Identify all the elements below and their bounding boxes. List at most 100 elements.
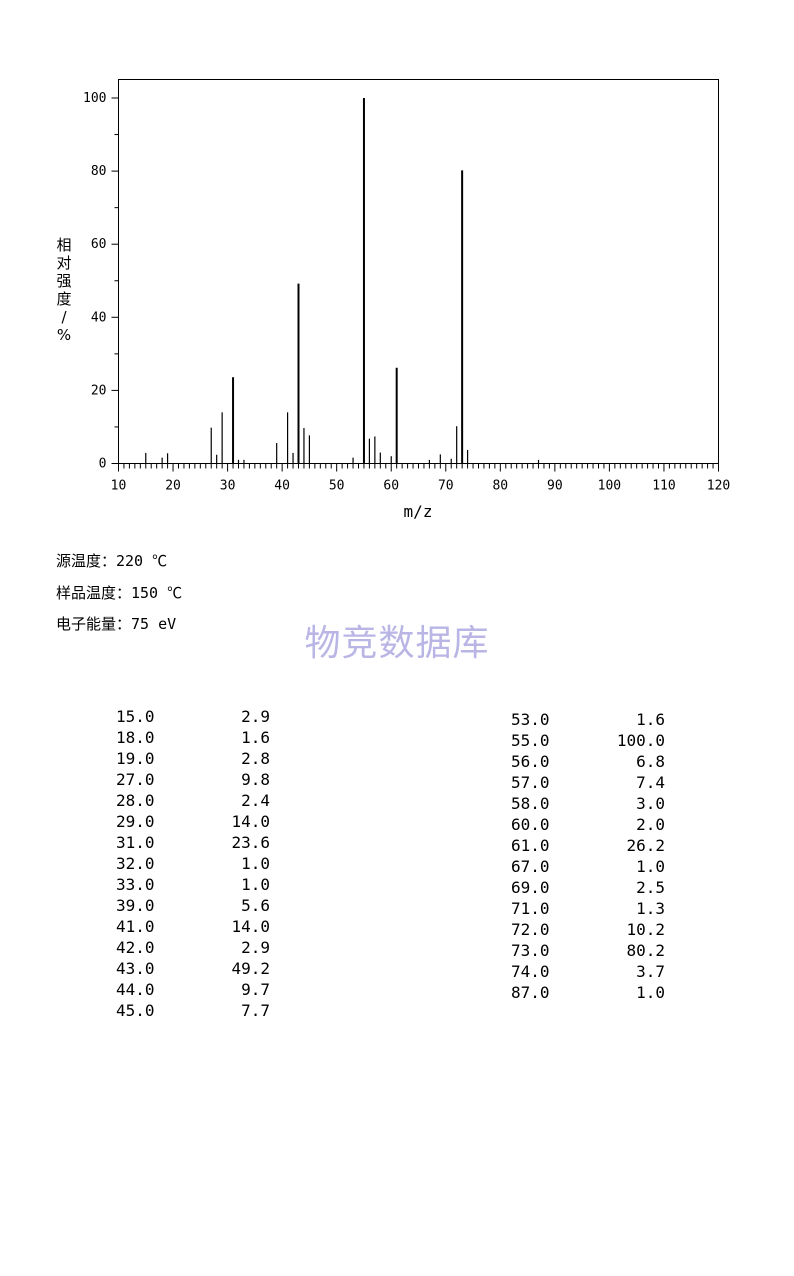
intensity-value: 1.3: [636, 899, 665, 918]
y-label-char: 度: [56, 290, 71, 308]
mz-value: 87.0: [511, 983, 550, 1002]
peak-table-row: 57.0 7.4: [511, 772, 665, 793]
x-tick-label: 30: [220, 479, 236, 494]
y-label-char: /: [61, 308, 67, 326]
mz-value: 32.0: [116, 854, 155, 873]
mz-value: 42.0: [116, 938, 155, 957]
peak-table-row: 31.0 23.6: [116, 832, 270, 853]
mz-value: 74.0: [511, 962, 550, 981]
intensity-value: 1.6: [241, 728, 270, 747]
peak-table-right: 53.0 1.6 55.0 100.0 56.0 6.8 57.0 7.4 58.0 3.0 60.…: [511, 709, 665, 1003]
x-tick-label: 100: [598, 479, 621, 494]
sample-temperature: 样品温度：150 ℃: [56, 584, 183, 602]
peak-table-row: 18.0 1.6: [116, 727, 270, 748]
peak-table-row: 72.0 10.2: [511, 919, 665, 940]
y-label-char: %: [57, 326, 71, 344]
x-tick-label: 60: [383, 479, 399, 494]
peak-table-row: 32.0 1.0: [116, 853, 270, 874]
mz-value: 73.0: [511, 941, 550, 960]
mz-value: 57.0: [511, 773, 550, 792]
intensity-value: 3.0: [636, 794, 665, 813]
intensity-value: 2.4: [241, 791, 270, 810]
intensity-value: 49.2: [231, 959, 270, 978]
x-tick-label: 50: [329, 479, 345, 494]
x-tick-label: 120: [707, 479, 730, 494]
mz-value: 27.0: [116, 770, 155, 789]
intensity-value: 2.5: [636, 878, 665, 897]
y-tick-label: 0: [99, 457, 107, 472]
x-tick-label: 80: [492, 479, 508, 494]
y-label-char: 相: [56, 236, 71, 254]
peak-table-row: 56.0 6.8: [511, 751, 665, 772]
mz-value: 31.0: [116, 833, 155, 852]
peak-table-row: 27.0 9.8: [116, 769, 270, 790]
peak-table-row: 33.0 1.0: [116, 874, 270, 895]
intensity-value: 100.0: [616, 731, 665, 750]
mz-value: 39.0: [116, 896, 155, 915]
spectrum-peaks: [145, 98, 540, 464]
intensity-value: 2.8: [241, 749, 270, 768]
peak-table-row: 15.0 2.9: [116, 706, 270, 727]
peak-table-row: 29.0 14.0: [116, 811, 270, 832]
y-axis-ticks: 0 20 40 60 80 100: [83, 91, 119, 472]
peak-table-row: 67.0 1.0: [511, 856, 665, 877]
y-tick-label: 80: [91, 164, 107, 179]
watermark: 物竞数据库: [304, 623, 490, 664]
mz-value: 45.0: [116, 1001, 155, 1020]
peak-table-row: 87.0 1.0: [511, 982, 665, 1003]
mz-value: 56.0: [511, 752, 550, 771]
peak-table-row: 19.0 2.8: [116, 748, 270, 769]
mass-spectrum-chart: 0 20 40 60 80 100 10 20 30 40 50 60 70 80 90 100 110 120…: [56, 79, 730, 521]
peak-table-row: 41.0 14.0: [116, 916, 270, 937]
electron-energy: 电子能量：75 eV: [56, 615, 177, 633]
mz-value: 61.0: [511, 836, 550, 855]
mz-value: 58.0: [511, 794, 550, 813]
x-tick-label: 20: [165, 479, 181, 494]
intensity-value: 10.2: [626, 920, 665, 939]
mz-value: 18.0: [116, 728, 155, 747]
y-tick-label: 60: [91, 237, 107, 252]
peak-table-row: 60.0 2.0: [511, 814, 665, 835]
peak-table-row: 39.0 5.6: [116, 895, 270, 916]
x-axis-ticks: 10 20 30 40 50 60 70 80 90 100 110 120: [111, 463, 730, 494]
mz-value: 28.0: [116, 791, 155, 810]
mz-value: 67.0: [511, 857, 550, 876]
peak-table-row: 43.0 49.2: [116, 958, 270, 979]
mz-value: 29.0: [116, 812, 155, 831]
mz-value: 72.0: [511, 920, 550, 939]
intensity-value: 9.7: [241, 980, 270, 999]
peak-table-row: 69.0 2.5: [511, 877, 665, 898]
peak-table-row: 42.0 2.9: [116, 937, 270, 958]
x-tick-label: 70: [438, 479, 454, 494]
source-temperature: 源温度：220 ℃: [56, 552, 168, 570]
mz-value: 69.0: [511, 878, 550, 897]
peak-table-row: 58.0 3.0: [511, 793, 665, 814]
mz-value: 71.0: [511, 899, 550, 918]
intensity-value: 3.7: [636, 962, 665, 981]
y-tick-label: 20: [91, 383, 107, 398]
intensity-value: 23.6: [231, 833, 270, 852]
mz-value: 43.0: [116, 959, 155, 978]
peak-table-row: 28.0 2.4: [116, 790, 270, 811]
x-tick-label: 110: [652, 479, 675, 494]
peak-table-row: 73.0 80.2: [511, 940, 665, 961]
intensity-value: 1.6: [636, 710, 665, 729]
intensity-value: 1.0: [636, 983, 665, 1002]
intensity-value: 26.2: [626, 836, 665, 855]
x-tick-label: 90: [547, 479, 563, 494]
y-tick-label: 40: [91, 310, 107, 325]
peak-table-row: 45.0 7.7: [116, 1000, 270, 1021]
intensity-value: 5.6: [241, 896, 270, 915]
mz-value: 33.0: [116, 875, 155, 894]
mz-value: 53.0: [511, 710, 550, 729]
intensity-value: 2.9: [241, 707, 270, 726]
x-axis-label: m/z: [404, 502, 433, 521]
peak-table-row: 55.0 100.0: [511, 730, 665, 751]
peak-table-left: 15.0 2.9 18.0 1.6 19.0 2.8 27.0 9.8 28.0 2.4 29.0 1…: [116, 706, 270, 1021]
intensity-value: 80.2: [626, 941, 665, 960]
peak-table-row: 61.0 26.2: [511, 835, 665, 856]
intensity-value: 9.8: [241, 770, 270, 789]
peak-table-row: 74.0 3.7: [511, 961, 665, 982]
peak-table-row: 71.0 1.3: [511, 898, 665, 919]
